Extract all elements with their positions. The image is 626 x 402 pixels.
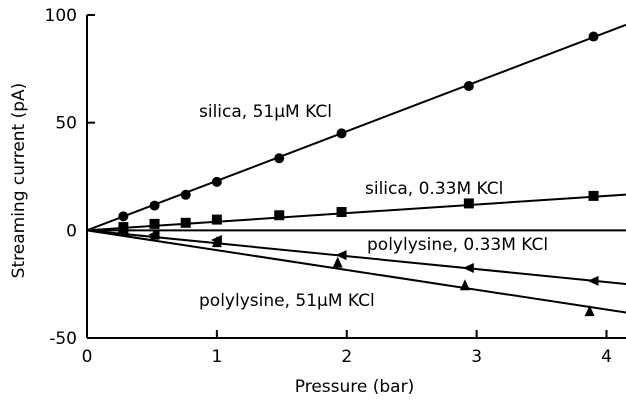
fit-line — [86, 193, 626, 232]
data-point-circle — [463, 81, 474, 92]
data-point-circle — [588, 31, 599, 42]
y-tick-label: 50 — [55, 114, 77, 134]
data-point-triangle-left — [117, 227, 129, 238]
data-point-square — [463, 198, 474, 209]
series-label-silica-033M: silica, 0.33M KCl — [365, 179, 503, 199]
data-point-triangle-up — [459, 279, 470, 291]
fit-line — [86, 229, 626, 285]
fit-line — [86, 23, 626, 232]
data-point-circle — [180, 189, 191, 200]
series-label-silica-51uM: silica, 51µM KCl — [199, 102, 332, 122]
data-point-square — [274, 210, 285, 221]
data-point-square — [180, 217, 191, 228]
x-tick-label: 4 — [601, 347, 612, 367]
fit-lines — [86, 23, 626, 314]
data-point-triangle-left — [462, 263, 474, 274]
y-tick-label: -50 — [49, 329, 77, 349]
x-axis-label: Pressure (bar) — [295, 377, 414, 397]
data-point-triangle-up — [149, 228, 160, 240]
ticks — [86, 14, 608, 339]
series-label-polylysine-033M: polylysine, 0.33M KCl — [367, 235, 548, 255]
x-tick-label: 2 — [341, 347, 352, 367]
data-point-circle — [274, 153, 285, 164]
y-tick-label: 0 — [66, 221, 77, 241]
data-point-circle — [211, 176, 222, 187]
data-point-square — [336, 207, 347, 218]
x-tick-label: 1 — [211, 347, 222, 367]
series-label-polylysine-51uM: polylysine, 51µM KCl — [199, 291, 375, 311]
x-tick-label: 0 — [82, 347, 93, 367]
data-point-triangle-up — [584, 305, 595, 317]
fit-line — [86, 229, 626, 314]
data-point-square — [118, 222, 129, 233]
data-point-circle — [336, 128, 347, 139]
data-point-square — [588, 190, 599, 201]
markers — [117, 31, 599, 317]
data-point-triangle-left — [335, 250, 347, 261]
data-point-square — [211, 214, 222, 225]
data-point-circle — [149, 200, 160, 211]
y-axis-label: Streaming current (pA) — [9, 83, 29, 279]
data-point-triangle-up — [332, 256, 343, 268]
x-tick-label: 3 — [471, 347, 482, 367]
y-tick-label: 100 — [45, 6, 77, 26]
data-point-circle — [118, 211, 129, 222]
data-point-triangle-up — [211, 236, 222, 248]
data-point-square — [149, 218, 160, 229]
data-point-triangle-left — [587, 275, 599, 286]
